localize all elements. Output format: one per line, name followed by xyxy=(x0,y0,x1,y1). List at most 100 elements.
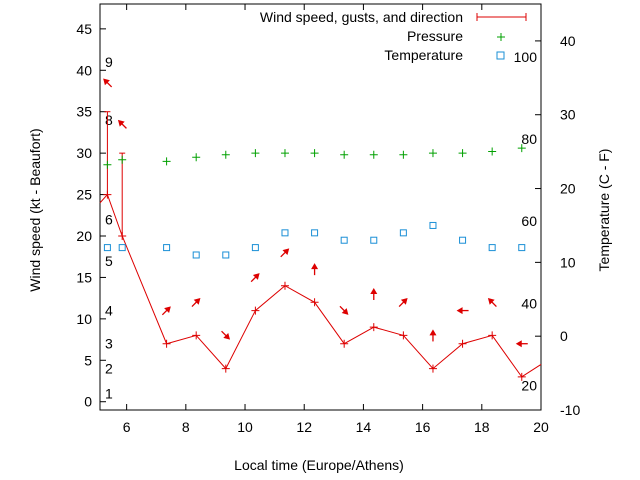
wind-arrow-head xyxy=(429,329,437,336)
wind-speed-point xyxy=(369,323,378,332)
plot-frame xyxy=(99,3,542,411)
y-tick-label: 35 xyxy=(76,104,92,120)
wind-speed-point xyxy=(399,331,408,340)
x-tick-label: 8 xyxy=(182,419,190,435)
beaufort-label: 5 xyxy=(105,253,113,269)
y-axis-title: Wind speed (kt - Beaufort) xyxy=(27,128,43,291)
fahrenheit-label: 100 xyxy=(514,49,538,65)
y-tick-label: 20 xyxy=(76,228,92,244)
x-axis-title: Local time (Europe/Athens) xyxy=(234,457,404,473)
beaufort-label: 3 xyxy=(105,336,113,352)
x-tick-label: 16 xyxy=(415,419,431,435)
wind-direction-arrow xyxy=(221,330,231,340)
beaufort-label: 9 xyxy=(105,54,113,70)
wind-arrow-head xyxy=(164,306,171,314)
pressure-point xyxy=(488,147,497,156)
fahrenheit-label: 20 xyxy=(521,378,537,394)
temperature-point xyxy=(370,236,378,244)
fahrenheit-label: 40 xyxy=(521,296,537,312)
y-tick-label: 40 xyxy=(76,62,92,78)
wind-speed-point xyxy=(192,331,201,340)
temperature-point xyxy=(118,244,126,252)
wind-speed-point xyxy=(458,339,467,348)
legend-label-temperature: Temperature xyxy=(384,47,463,63)
wind-speed-point xyxy=(162,339,171,348)
temperature-point xyxy=(311,229,319,237)
temperature-point xyxy=(459,236,467,244)
temperature-point xyxy=(281,229,289,237)
y-tick-label: 15 xyxy=(76,269,92,285)
y2-tick-label: -10 xyxy=(560,402,580,418)
wind-direction-arrow xyxy=(398,298,408,307)
wind-direction-arrow xyxy=(487,298,497,307)
temperature-point xyxy=(429,221,437,229)
beaufort-label: 6 xyxy=(105,211,113,227)
y-tick-label: 10 xyxy=(76,311,92,327)
pressure-point xyxy=(428,149,437,158)
wind-direction-arrow xyxy=(429,329,437,342)
wind-arrow-head xyxy=(487,298,495,305)
beaufort-label: 1 xyxy=(105,385,113,401)
y2-tick-label: 30 xyxy=(560,107,576,123)
wind-direction-arrow xyxy=(280,248,290,258)
temperature-point xyxy=(103,244,111,252)
beaufort-label: 2 xyxy=(105,361,113,377)
wind-direction-arrow xyxy=(191,298,201,307)
y-tick-label: 45 xyxy=(76,21,92,37)
temperature-point xyxy=(488,244,496,252)
wind-direction-arrow xyxy=(515,340,528,348)
wind-arrow-head xyxy=(311,263,319,270)
temperature-point xyxy=(340,236,348,244)
x-tick-label: 18 xyxy=(474,419,490,435)
axes-layer: 6 8 10 12 14 16 18 20051015202530354045-1001020… xyxy=(76,3,580,435)
pressure-point xyxy=(118,155,127,164)
wind-arrow-head xyxy=(515,340,522,348)
fahrenheit-label: 80 xyxy=(521,131,537,147)
pressure-point xyxy=(340,150,349,159)
wind-arrow-head xyxy=(117,119,125,127)
wind-speed-point xyxy=(251,306,260,315)
x-tick-label: 14 xyxy=(356,419,372,435)
wind-arrow-head xyxy=(456,307,463,315)
wind-speed-point xyxy=(340,339,349,348)
pressure-point xyxy=(103,160,112,169)
pressure-point xyxy=(192,153,201,162)
wind-direction-arrow xyxy=(161,306,171,316)
wind-direction-arrow xyxy=(250,273,260,283)
pressure-point xyxy=(517,144,526,153)
wind-speed-line xyxy=(99,193,542,378)
pressure-point xyxy=(280,149,289,158)
wind-speed-point xyxy=(310,298,319,307)
wind-speed-point xyxy=(488,331,497,340)
x-tick-label: 20 xyxy=(533,419,549,435)
beaufort-label: 4 xyxy=(105,303,113,319)
legend-label-wind: Wind speed, gusts, and direction xyxy=(260,9,463,25)
pressure-point xyxy=(458,149,467,158)
wind-direction-arrow xyxy=(339,305,349,315)
temperature-point xyxy=(251,244,259,252)
wind-arrow-head xyxy=(341,308,349,315)
wind-arrow-head xyxy=(252,273,260,280)
pressure-point xyxy=(369,150,378,159)
wind-arrow-head xyxy=(400,298,408,305)
y-tick-label: 5 xyxy=(84,352,92,368)
y-tick-label: 25 xyxy=(76,187,92,203)
y2-axis-title: Temperature (C - F) xyxy=(596,149,612,272)
temperature-point xyxy=(518,244,526,252)
x-tick-label: 10 xyxy=(237,419,253,435)
wind-direction-arrow xyxy=(117,119,127,129)
temperature-point xyxy=(163,244,171,252)
temperature-point xyxy=(222,251,230,259)
fahrenheit-label: 60 xyxy=(521,213,537,229)
pressure-point xyxy=(251,149,260,158)
wind-speed-point xyxy=(517,372,526,381)
wind-direction-arrow xyxy=(311,263,319,276)
wind-arrow-head xyxy=(282,248,290,256)
temperature-point xyxy=(192,251,200,259)
wind-direction-arrow xyxy=(103,78,113,88)
pressure-point xyxy=(310,149,319,158)
temperature-point xyxy=(399,229,407,237)
beaufort-label: 8 xyxy=(105,112,113,128)
wind-arrow-head xyxy=(103,78,110,86)
